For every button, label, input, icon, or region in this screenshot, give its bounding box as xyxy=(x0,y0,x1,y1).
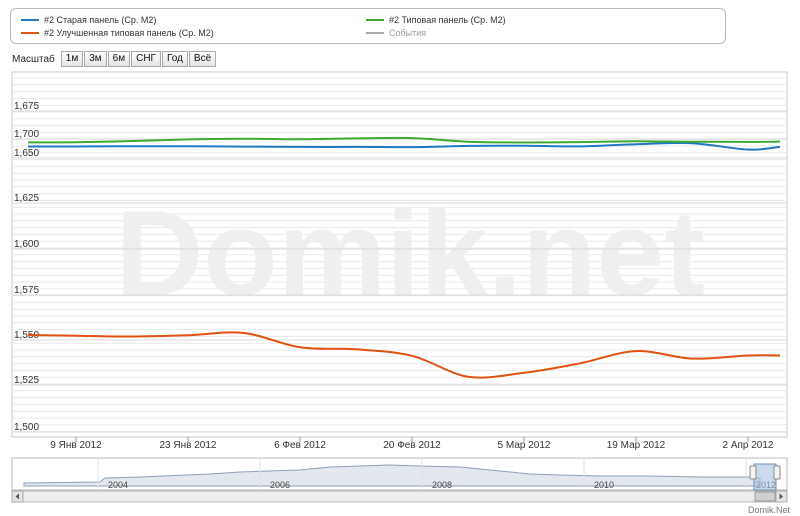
zoom-year-button[interactable]: Год xyxy=(161,51,188,67)
navigator[interactable]: 20042006200820102012 xyxy=(11,457,788,491)
zoom-1m-button[interactable]: 1м xyxy=(60,51,84,67)
navigator-area xyxy=(23,464,761,487)
scrollbar-thumb[interactable] xyxy=(754,491,776,502)
x-tick-label: 9 Янв 2012 xyxy=(50,440,102,451)
legend-swatch-icon xyxy=(21,19,39,21)
x-tick-label: 23 Янв 2012 xyxy=(160,440,217,451)
legend-item-events[interactable]: События xyxy=(366,28,426,38)
y-tick-label: 1,500 xyxy=(14,422,39,433)
x-tick-label: 19 Мар 2012 xyxy=(607,440,666,451)
scrollbar-track[interactable] xyxy=(11,490,788,503)
y-tick-label: 1,575 xyxy=(14,285,39,296)
series-line-improved-panel[interactable] xyxy=(27,331,781,379)
arrow-left-icon xyxy=(15,493,19,500)
navigator-selection[interactable] xyxy=(753,463,777,491)
zoom-toolbar: Масштаб 1м 3м 6м СНГ Год Всё xyxy=(12,50,217,68)
navigator-right-handle[interactable] xyxy=(773,465,781,480)
navigator-label: 2008 xyxy=(432,480,452,490)
series-line-typical-panel[interactable] xyxy=(27,136,781,144)
navigator-label: 2010 xyxy=(594,480,614,490)
legend-item-typical-panel[interactable]: #2 Типовая панель (Ср. М2) xyxy=(366,15,506,25)
arrow-right-icon xyxy=(779,493,783,500)
y-tick-label: 1,625 xyxy=(14,193,39,204)
credit-text[interactable]: Domik.Net xyxy=(748,505,791,515)
legend: #2 Старая панель (Ср. М2) #2 Типовая пан… xyxy=(10,8,726,44)
x-tick-label: 6 Фев 2012 xyxy=(274,440,326,451)
zoom-3m-button[interactable]: 3м xyxy=(84,51,107,67)
y-tick-label: 1,650 xyxy=(14,148,39,159)
y-tick-label: 1,600 xyxy=(14,239,39,250)
y-tick-label: 1,675 xyxy=(14,101,39,112)
y-tick-label: 1,700 xyxy=(14,129,39,140)
y-tick-label: 1,525 xyxy=(14,375,39,386)
legend-label: #2 Типовая панель (Ср. М2) xyxy=(389,15,506,25)
navigator-left-handle[interactable] xyxy=(749,465,757,480)
x-tick-label: 20 Фев 2012 xyxy=(383,440,441,451)
legend-swatch-icon xyxy=(366,32,384,34)
x-tick-label: 5 Мар 2012 xyxy=(498,440,551,451)
navigator-label: 2006 xyxy=(270,480,290,490)
legend-item-improved-panel[interactable]: #2 Улучшенная типовая панель (Ср. М2) xyxy=(21,28,214,38)
legend-label: #2 Улучшенная типовая панель (Ср. М2) xyxy=(44,28,214,38)
legend-swatch-icon xyxy=(366,19,384,21)
zoom-6m-button[interactable]: 6м xyxy=(107,51,131,67)
zoom-all-button[interactable]: Всё xyxy=(188,51,217,67)
legend-item-old-panel[interactable]: #2 Старая панель (Ср. М2) xyxy=(21,15,156,25)
watermark-text: Domik.net xyxy=(115,185,705,321)
x-tick-label: 2 Апр 2012 xyxy=(722,440,773,451)
y-tick-label: 1,550 xyxy=(14,330,39,341)
series-line-old-panel[interactable] xyxy=(27,141,781,151)
zoom-ytd-button[interactable]: СНГ xyxy=(131,51,161,67)
legend-swatch-icon xyxy=(21,32,39,34)
legend-label: События xyxy=(389,28,427,38)
navigator-label: 2004 xyxy=(108,480,128,490)
zoom-label: Масштаб xyxy=(12,53,55,65)
legend-label: #2 Старая панель (Ср. М2) xyxy=(44,15,157,25)
